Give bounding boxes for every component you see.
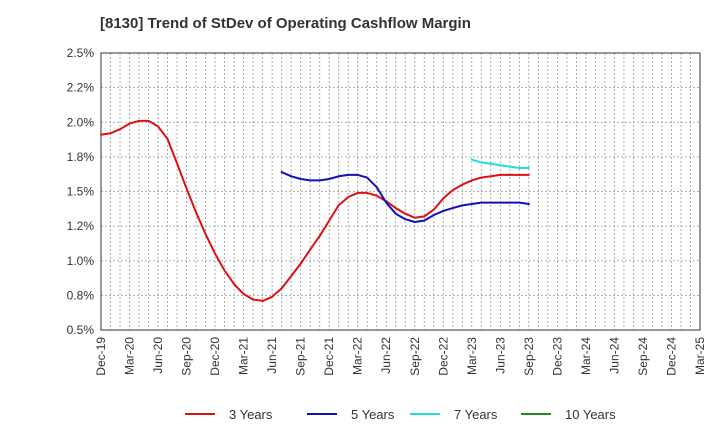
legend-label: 3 Years	[229, 406, 273, 422]
x-tick-label: Jun-20	[151, 337, 165, 374]
series-line-7-years	[470, 158, 530, 169]
y-tick-label: 1.8%	[67, 150, 95, 164]
x-tick-label: Sep-22	[408, 337, 422, 376]
legend-label: 10 Years	[565, 406, 616, 422]
chart-title: [8130] Trend of StDev of Operating Cashf…	[100, 15, 471, 32]
x-tick-label: Jun-24	[607, 337, 621, 374]
legend-item: 10 Years	[521, 404, 616, 424]
legend-label: 7 Years	[454, 406, 498, 422]
series-line-5-years	[280, 171, 530, 223]
y-tick-label: 0.8%	[67, 288, 95, 302]
grid-lines	[101, 52, 700, 331]
x-tick-label: Dec-23	[550, 337, 564, 376]
x-tick-label: Sep-21	[294, 337, 308, 376]
y-tick-label: 1.0%	[67, 254, 95, 268]
legend-swatch	[185, 413, 215, 415]
y-tick-label: 1.5%	[67, 185, 95, 199]
x-tick-label: Jun-22	[379, 337, 393, 374]
x-tick-label: Dec-20	[208, 337, 222, 376]
legend-label: 5 Years	[351, 406, 395, 422]
x-tick-label: Mar-25	[693, 337, 707, 375]
x-tick-label: Dec-22	[436, 337, 450, 376]
legend-item: 5 Years	[307, 404, 394, 424]
x-tick-label: Jun-23	[493, 337, 507, 374]
x-tick-label: Dec-19	[94, 337, 108, 376]
x-tick-label: Sep-23	[522, 337, 536, 376]
y-tick-label: 2.0%	[67, 115, 95, 129]
x-tick-label: Sep-20	[180, 337, 194, 376]
series-line-3-years	[100, 119, 530, 302]
legend-item: 3 Years	[185, 404, 272, 424]
plot-frame	[100, 52, 701, 331]
x-axis-ticks: Dec-19 Mar-20 Jun-20 Sep-20 Dec-20 Mar-21 Jun-…	[94, 337, 707, 376]
x-tick-label: Mar-22	[351, 337, 365, 375]
legend-item: 7 Years	[410, 404, 497, 424]
y-tick-label: 0.5%	[67, 323, 95, 337]
y-tick-label: 2.2%	[67, 81, 95, 95]
legend-swatch	[521, 413, 551, 415]
x-tick-label: Dec-21	[322, 337, 336, 376]
x-tick-label: Mar-21	[237, 337, 251, 375]
y-tick-label: 2.5%	[67, 46, 95, 60]
x-tick-label: Mar-24	[579, 337, 593, 375]
x-tick-label: Sep-24	[636, 337, 650, 376]
series-lines	[100, 119, 530, 302]
x-tick-label: Jun-21	[265, 337, 279, 374]
x-tick-label: Mar-23	[465, 337, 479, 375]
legend: 3 Years 5 Years 7 Years 10 Years	[0, 404, 720, 424]
legend-swatch	[307, 413, 337, 415]
x-tick-label: Dec-24	[664, 337, 678, 376]
legend-swatch	[410, 413, 440, 415]
y-axis-ticks: 0.5% 0.8% 1.0% 1.2% 1.5% 1.8% 2.0% 2.2% 2.5%	[67, 46, 95, 337]
x-tick-label: Mar-20	[123, 337, 137, 375]
y-tick-label: 1.2%	[67, 219, 95, 233]
